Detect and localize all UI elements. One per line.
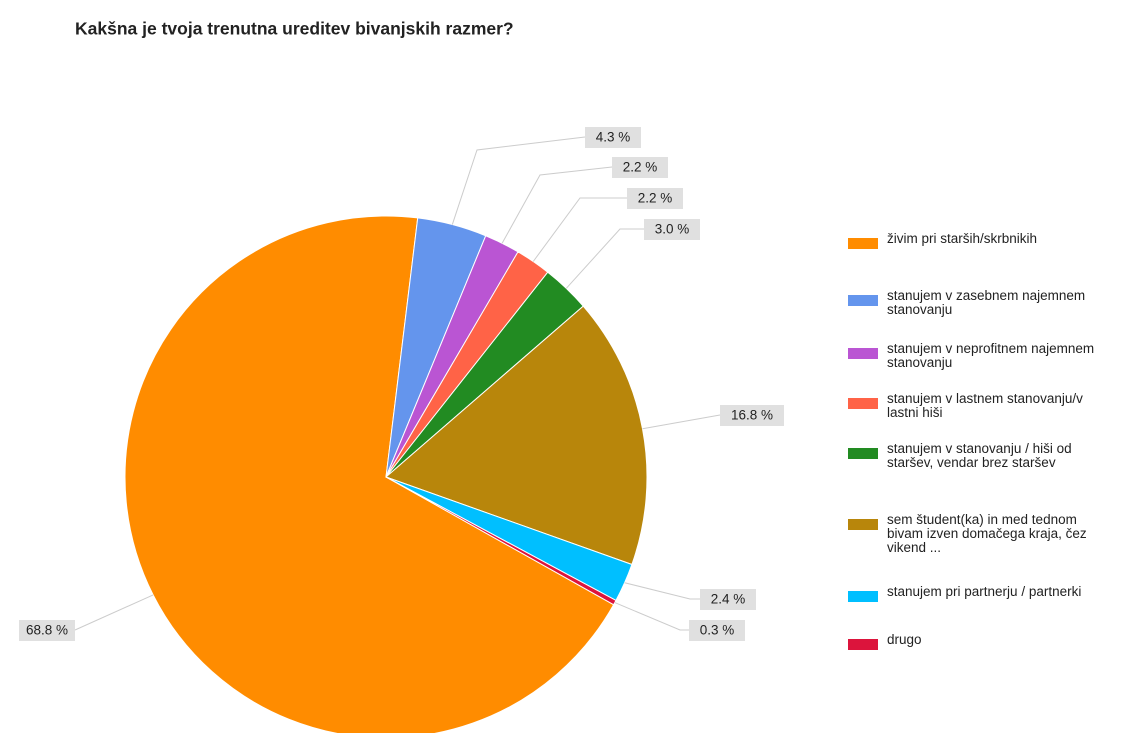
label-box (612, 157, 668, 178)
chart-title: Kakšna je tvoja trenutna ureditev bivanj… (75, 19, 514, 39)
leader-line (451, 136, 586, 225)
legend-label: sem študent(ka) in med tednom bivam izve… (887, 512, 1087, 555)
data-label: 68.8 % (26, 623, 68, 638)
label-box (585, 127, 641, 148)
label-box (689, 620, 745, 641)
leader-line (501, 166, 613, 244)
legend-label: živim pri starših/skrbnikih (887, 231, 1038, 246)
legend-swatch (848, 295, 878, 306)
data-label: 4.3 % (596, 130, 631, 145)
label-box (720, 405, 784, 426)
legend-label: stanujem v zasebnem najemnem stanovanju (887, 288, 1086, 317)
label-box (19, 620, 75, 641)
legend-label: stanujem v stanovanju / hiši od staršev,… (887, 441, 1072, 470)
label-box (700, 589, 756, 610)
legend-label: stanujem pri partnerju / partnerki (887, 584, 1082, 599)
legend-label: drugo (887, 632, 922, 647)
legend-swatch (848, 238, 878, 249)
legend-swatch (848, 398, 878, 409)
data-label: 3.0 % (655, 222, 690, 237)
label-box (644, 219, 700, 240)
legend-swatch (848, 591, 878, 602)
legend-label: stanujem v lastnem stanovanju/v lastni h… (887, 391, 1083, 420)
leader-line (624, 582, 700, 600)
leader-line (74, 594, 154, 631)
legend-swatch (848, 639, 878, 650)
data-label: 16.8 % (731, 408, 773, 423)
pie-slice (385, 476, 617, 606)
legend-swatch (848, 519, 878, 530)
legend-label: stanujem v neprofitnem najemnem stanovan… (887, 341, 1095, 370)
data-label: 2.2 % (623, 160, 658, 175)
leader-line (565, 228, 644, 289)
leader-line (642, 414, 721, 430)
label-box (627, 188, 683, 209)
data-label: 2.4 % (711, 592, 746, 607)
pie-slice (124, 215, 615, 733)
data-label: 0.3 % (700, 623, 735, 638)
leader-line (532, 197, 627, 262)
leader-line (614, 602, 689, 631)
legend-swatch (848, 448, 878, 459)
data-label: 2.2 % (638, 191, 673, 206)
legend-swatch (848, 348, 878, 359)
